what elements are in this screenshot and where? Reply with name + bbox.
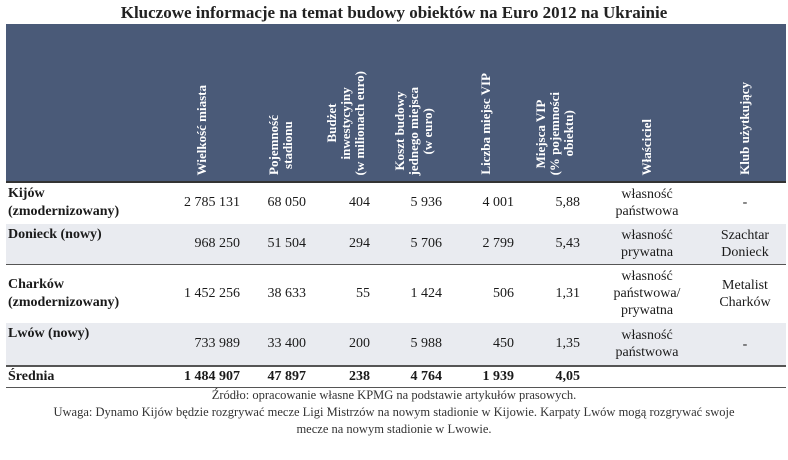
average-vip-percent: 4,05 bbox=[555, 369, 581, 384]
header-owner-line: Właściciel bbox=[639, 118, 654, 175]
cell-club: Charków bbox=[719, 295, 771, 310]
cell-budget: 55 bbox=[356, 286, 370, 301]
cell-city-size: 733 989 bbox=[194, 336, 241, 351]
cell-owner: własność bbox=[621, 187, 673, 202]
cell-owner: własność bbox=[621, 228, 673, 243]
remark-line-2: mecze na nowym stadionie w Lwowie. bbox=[296, 422, 492, 436]
header-vip-percent-line: obiektu) bbox=[561, 110, 576, 157]
row-divider bbox=[6, 365, 786, 366]
header-cost-per-seat-line: (w euro) bbox=[420, 107, 435, 154]
table-row: Lwów (nowy) 733 989 33 400 200 5 988 450 1,35 w… bbox=[6, 323, 786, 366]
cell-cost-per-seat: 5 936 bbox=[410, 195, 443, 210]
row-name: Kijów bbox=[8, 186, 45, 201]
cell-vip-seats: 506 bbox=[493, 286, 514, 301]
header-cost-per-seat: Koszt budowy jednego miejsca (w euro) bbox=[378, 24, 450, 181]
row-name: Lwów (nowy) bbox=[8, 326, 90, 341]
header-vip-percent-line: Miejsca VIP bbox=[533, 98, 548, 168]
header-club-line: Klub użytkujący bbox=[737, 82, 752, 175]
table-header: Wielkość miasta Pojemność stadionu Budżet in… bbox=[6, 24, 786, 181]
average-cost-per-seat: 4 764 bbox=[410, 369, 443, 384]
cell-vip-seats: 2 799 bbox=[482, 236, 515, 251]
row-name: Charków bbox=[8, 277, 65, 292]
header-budget-line: inwestycyjny bbox=[338, 86, 353, 159]
cell-vip-seats: 4 001 bbox=[482, 195, 515, 210]
average-divider bbox=[6, 366, 786, 367]
cell-vip-percent: 1,31 bbox=[555, 286, 581, 301]
header-cost-per-seat-line: jednego miejsca bbox=[406, 86, 421, 175]
cell-vip-percent: 5,43 bbox=[555, 236, 581, 251]
header-budget-line: (w milionach euro) bbox=[352, 70, 367, 175]
header-cost-per-seat-line: Koszt budowy bbox=[392, 91, 407, 171]
cell-cost-per-seat: 5 988 bbox=[410, 336, 443, 351]
cell-capacity: 38 633 bbox=[267, 286, 307, 301]
cell-budget: 200 bbox=[349, 336, 370, 351]
cell-budget: 294 bbox=[349, 236, 370, 251]
table-row: Charków (zmodernizowany) 1 452 256 38 633 55… bbox=[6, 264, 786, 324]
header-capacity: Pojemność stadionu bbox=[248, 24, 314, 181]
header-capacity-line: Pojemność bbox=[266, 115, 281, 175]
cell-club: - bbox=[742, 337, 748, 352]
cell-cost-per-seat: 1 424 bbox=[410, 286, 443, 301]
source-note: Źródło: opracowanie własne KPMG na podst… bbox=[211, 388, 577, 402]
cell-owner: państwowa/ bbox=[613, 286, 681, 301]
header-city-size: Wielkość miasta bbox=[156, 24, 248, 181]
cell-owner: prywatna bbox=[620, 303, 674, 318]
cell-owner: własność bbox=[621, 328, 673, 343]
cell-vip-seats: 450 bbox=[493, 336, 514, 351]
row-name: Donieck (nowy) bbox=[8, 227, 102, 242]
header-vip-percent: Miejsca VIP (% pojemności obiektu) bbox=[522, 24, 588, 181]
cell-capacity: 51 504 bbox=[267, 236, 307, 251]
cell-owner: prywatna bbox=[620, 245, 674, 260]
header-divider bbox=[6, 181, 786, 183]
table-bottom-rule bbox=[6, 387, 786, 388]
cell-city-size: 2 785 131 bbox=[184, 195, 240, 210]
header-vip-seats: Liczba miejsc VIP bbox=[450, 24, 522, 181]
average-city-size: 1 484 907 bbox=[184, 369, 240, 384]
cell-vip-percent: 5,88 bbox=[555, 195, 581, 210]
header-budget: Budżet inwestycyjny (w milionach euro) bbox=[314, 24, 378, 181]
average-budget: 238 bbox=[349, 369, 370, 384]
cell-club: Donieck bbox=[721, 245, 769, 260]
average-vip-seats: 1 939 bbox=[482, 369, 515, 384]
cell-city-size: 968 250 bbox=[194, 236, 241, 251]
header-owner: Właściciel bbox=[588, 24, 706, 181]
average-label: Średnia bbox=[8, 369, 55, 384]
cell-club: Metalist bbox=[722, 278, 768, 293]
header-vip-percent-line: (% pojemności bbox=[547, 91, 562, 175]
cell-capacity: 33 400 bbox=[267, 336, 307, 351]
header-club: Klub użytkujący bbox=[706, 24, 784, 181]
cell-club: Szachtar bbox=[720, 228, 770, 243]
cell-vip-percent: 1,35 bbox=[555, 336, 581, 351]
cell-budget: 404 bbox=[349, 195, 370, 210]
row-name: (zmodernizowany) bbox=[8, 295, 120, 310]
table-row: Kijów (zmodernizowany) 2 785 131 68 050 404 5… bbox=[6, 181, 786, 225]
cell-club: - bbox=[742, 195, 748, 210]
remark-line-1: Uwaga: Dynamo Kijów będzie rozgrywać mec… bbox=[53, 405, 735, 419]
header-budget-line: Budżet bbox=[324, 103, 339, 143]
table-title: Kluczowe informacje na temat budowy obie… bbox=[120, 3, 668, 22]
header-vip-seats-line: Liczba miejsc VIP bbox=[478, 73, 493, 175]
cell-owner: własność bbox=[621, 269, 673, 284]
average-row: Średnia 1 484 907 47 897 238 4 764 1 939 4,05 bbox=[6, 366, 786, 388]
cell-cost-per-seat: 5 706 bbox=[410, 236, 443, 251]
row-divider bbox=[6, 264, 786, 265]
cell-city-size: 1 452 256 bbox=[184, 286, 240, 301]
cell-owner: państwowa bbox=[615, 204, 679, 219]
cell-capacity: 68 050 bbox=[267, 195, 307, 210]
header-city-size-line: Wielkość miasta bbox=[194, 84, 209, 175]
row-name: (zmodernizowany) bbox=[8, 204, 120, 219]
cell-owner: państwowa bbox=[615, 345, 679, 360]
table-row: Donieck (nowy) 968 250 51 504 294 5 706 2 799… bbox=[6, 224, 786, 265]
header-capacity-line: stadionu bbox=[280, 121, 295, 169]
average-capacity: 47 897 bbox=[267, 369, 307, 384]
